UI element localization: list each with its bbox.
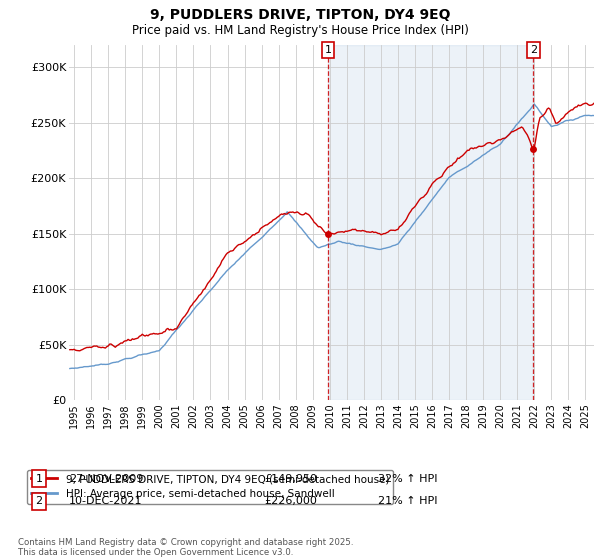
Text: 21% ↑ HPI: 21% ↑ HPI — [378, 496, 437, 506]
Text: 32% ↑ HPI: 32% ↑ HPI — [378, 474, 437, 484]
Text: 27-NOV-2009: 27-NOV-2009 — [69, 474, 143, 484]
Text: 9, PUDDLERS DRIVE, TIPTON, DY4 9EQ: 9, PUDDLERS DRIVE, TIPTON, DY4 9EQ — [150, 8, 450, 22]
Text: Contains HM Land Registry data © Crown copyright and database right 2025.
This d: Contains HM Land Registry data © Crown c… — [18, 538, 353, 557]
Text: 1: 1 — [325, 45, 332, 55]
Legend: 9, PUDDLERS DRIVE, TIPTON, DY4 9EQ (semi-detached house), HPI: Average price, se: 9, PUDDLERS DRIVE, TIPTON, DY4 9EQ (semi… — [27, 470, 393, 503]
Text: Price paid vs. HM Land Registry's House Price Index (HPI): Price paid vs. HM Land Registry's House … — [131, 24, 469, 36]
Text: 10-DEC-2021: 10-DEC-2021 — [69, 496, 143, 506]
Bar — [328, 45, 533, 400]
Text: £226,000: £226,000 — [264, 496, 317, 506]
Text: 2: 2 — [530, 45, 537, 55]
Text: 2: 2 — [35, 496, 43, 506]
Text: £149,950: £149,950 — [264, 474, 317, 484]
Text: 1: 1 — [35, 474, 43, 484]
